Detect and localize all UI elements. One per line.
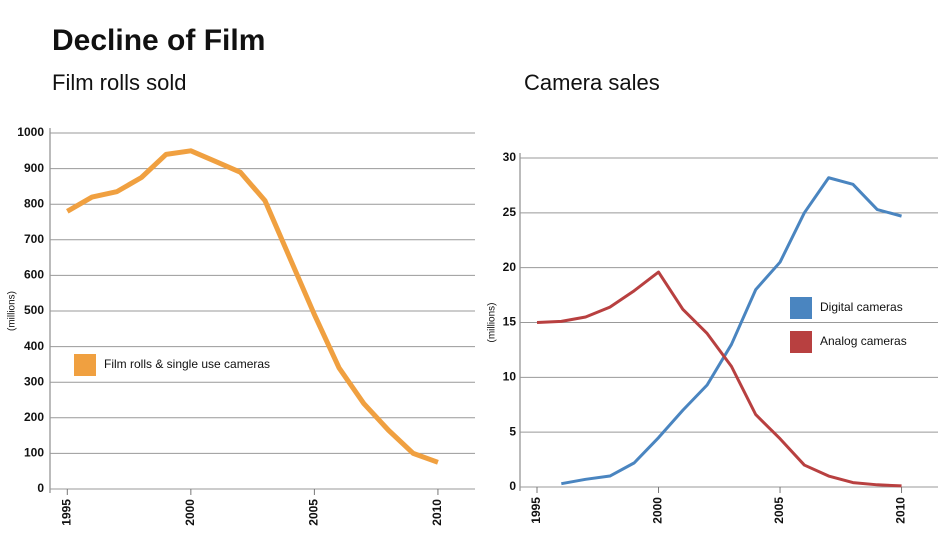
legend-label: Digital cameras bbox=[820, 300, 903, 314]
y-axis-label: (millions) bbox=[7, 291, 18, 331]
legend-swatch bbox=[790, 331, 812, 353]
x-tick-label: 2005 bbox=[307, 499, 321, 526]
y-tick-label: 400 bbox=[24, 339, 44, 353]
y-tick-label: 100 bbox=[24, 446, 44, 460]
y-tick-label: 300 bbox=[24, 374, 44, 388]
y-tick-label: 0 bbox=[509, 479, 516, 493]
chart-title: Film rolls sold bbox=[52, 70, 186, 95]
x-tick-label: 2000 bbox=[183, 499, 197, 526]
y-tick-label: 500 bbox=[24, 303, 44, 317]
y-tick-label: 800 bbox=[24, 196, 44, 210]
y-tick-label: 5 bbox=[509, 424, 516, 438]
y-tick-label: 200 bbox=[24, 410, 44, 424]
series-line bbox=[536, 270, 902, 488]
y-tick-label: 15 bbox=[503, 315, 517, 329]
x-tick-label: 1995 bbox=[59, 499, 73, 526]
y-tick-label: 20 bbox=[503, 260, 517, 274]
legend-swatch bbox=[74, 354, 96, 376]
y-tick-label: 600 bbox=[24, 268, 44, 282]
legend-swatch bbox=[790, 297, 812, 319]
series-line bbox=[66, 148, 439, 465]
y-tick-label: 700 bbox=[24, 232, 44, 246]
y-tick-label: 1000 bbox=[17, 125, 44, 139]
legend-label: Analog cameras bbox=[820, 334, 907, 348]
legend-label: Film rolls & single use cameras bbox=[104, 357, 270, 371]
y-axis-label: (millions) bbox=[487, 303, 498, 343]
y-tick-label: 0 bbox=[37, 481, 44, 495]
x-tick-label: 2000 bbox=[651, 497, 665, 524]
y-tick-label: 25 bbox=[503, 205, 517, 219]
x-tick-label: 2010 bbox=[430, 499, 444, 526]
y-tick-label: 30 bbox=[503, 150, 517, 164]
x-tick-label: 2010 bbox=[894, 497, 908, 524]
page-title: Decline of Film bbox=[52, 24, 265, 57]
x-tick-label: 2005 bbox=[772, 497, 786, 524]
x-tick-label: 1995 bbox=[529, 497, 543, 524]
y-tick-label: 10 bbox=[503, 370, 517, 384]
y-tick-label: 900 bbox=[24, 161, 44, 175]
chart-title: Camera sales bbox=[524, 70, 660, 95]
series-line bbox=[561, 176, 902, 486]
